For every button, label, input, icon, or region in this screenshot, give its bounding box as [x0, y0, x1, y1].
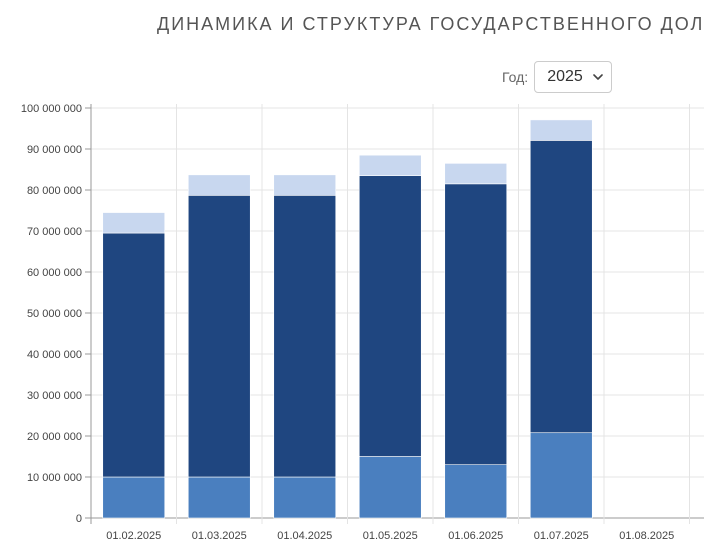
x-tick-label: 01.05.2025: [363, 530, 418, 542]
year-select[interactable]: 2025: [534, 60, 613, 93]
x-tick-label: 01.08.2025: [619, 530, 674, 542]
page-title: ДИНАМИКА И СТРУКТУРА ГОСУДАРСТВЕННОГО ДО…: [157, 14, 704, 34]
bar-segment[interactable]: [444, 163, 508, 185]
year-select-value: 2025: [547, 67, 583, 85]
debt-chart: 0 10 000 000 20 000 000 30 000 000 40 000 00…: [21, 103, 704, 542]
y-tick-label: 20 000 000: [27, 431, 82, 443]
y-tick-label: 50 000 000: [27, 308, 82, 320]
bar-segment[interactable]: [273, 174, 337, 196]
x-tick-label: 01.02.2025: [106, 530, 161, 542]
x-tick-label: 01.07.2025: [534, 530, 589, 542]
bar-segment[interactable]: [102, 232, 166, 478]
x-tick-label: 01.06.2025: [448, 530, 503, 542]
y-tick-label: 40 000 000: [27, 349, 82, 361]
bar-segment[interactable]: [187, 476, 251, 519]
y-tick-label: 70 000 000: [27, 226, 82, 238]
y-tick-label: 60 000 000: [27, 267, 82, 279]
y-tick-label: 90 000 000: [27, 144, 82, 156]
year-filter: Год: 2025: [502, 60, 613, 93]
bar-segment[interactable]: [102, 212, 166, 234]
chevron-down-icon: [593, 73, 603, 80]
y-tick-label: 80 000 000: [27, 185, 82, 197]
bar-segment[interactable]: [358, 456, 422, 519]
bar-segment[interactable]: [102, 476, 166, 519]
bar-segment[interactable]: [529, 140, 593, 434]
y-tick-label: 100 000 000: [21, 103, 82, 115]
bar-segment[interactable]: [187, 195, 251, 478]
bar-segment[interactable]: [358, 154, 422, 176]
bar-segment[interactable]: [529, 119, 593, 141]
bar-segment[interactable]: [529, 432, 593, 519]
year-label: Год:: [502, 68, 529, 85]
bar-segment[interactable]: [273, 195, 337, 478]
y-tick-label: 10 000 000: [27, 472, 82, 484]
x-tick-label: 01.03.2025: [192, 530, 247, 542]
bar-segment[interactable]: [273, 476, 337, 519]
bar-segment[interactable]: [444, 464, 508, 519]
bar-segment[interactable]: [444, 183, 508, 466]
x-tick-label: 01.04.2025: [277, 530, 332, 542]
y-tick-label: 30 000 000: [27, 390, 82, 402]
bar-segment[interactable]: [187, 174, 251, 196]
bar-segment[interactable]: [358, 175, 422, 457]
y-tick-label: 0: [76, 513, 82, 525]
